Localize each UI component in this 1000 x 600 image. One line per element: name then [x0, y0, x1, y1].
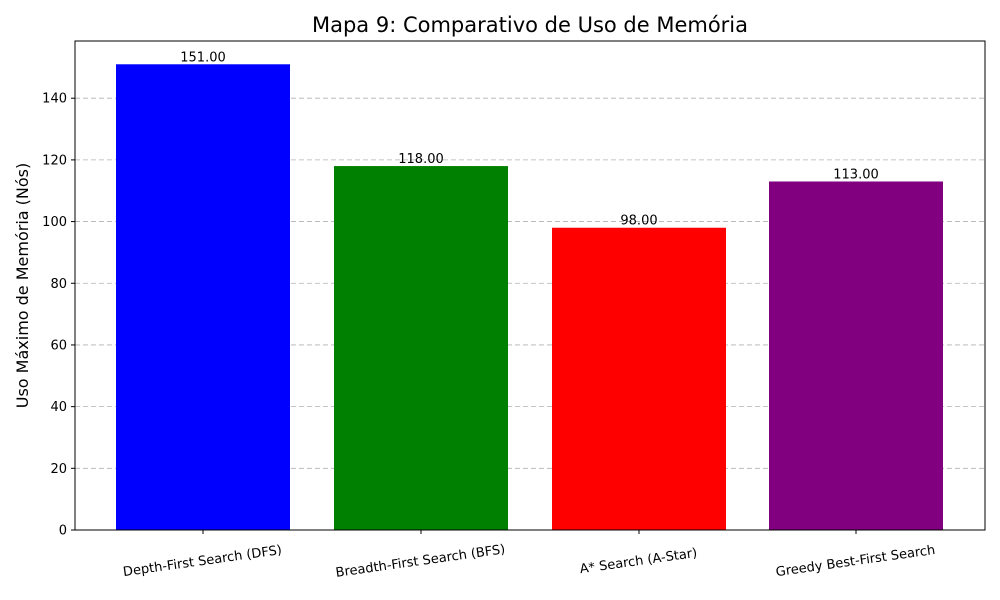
x-tick-label: A* Search (A-Star) — [579, 546, 698, 577]
y-axis-label: Uso Máximo de Memória (Nós) — [13, 163, 32, 409]
y-tick-label: 140 — [42, 92, 67, 107]
x-tick-label: Breadth-First Search (BFS) — [335, 542, 507, 581]
y-tick-label: 40 — [50, 400, 67, 415]
data-labels: 151.00 118.00 98.00 113.00 — [180, 50, 879, 228]
x-tick-label: Greedy Best-First Search — [775, 543, 936, 580]
y-tick-label: 60 — [50, 338, 67, 353]
y-tick-label: 0 — [59, 524, 67, 539]
y-tick-label: 20 — [50, 462, 67, 477]
data-label: 98.00 — [620, 214, 657, 229]
data-label: 151.00 — [180, 50, 226, 65]
x-tick-label: Depth-First Search (DFS) — [122, 543, 283, 580]
y-tick-label: 120 — [42, 153, 67, 168]
bar — [116, 64, 290, 531]
y-tick-label: 100 — [42, 215, 67, 230]
y-axis: 0 20 40 60 80 100 120 140 — [42, 92, 75, 539]
bar — [769, 181, 943, 530]
y-tick-label: 80 — [50, 277, 67, 292]
x-axis: Depth-First Search (DFS) Breadth-First Se… — [122, 530, 936, 581]
data-label: 113.00 — [833, 167, 879, 182]
bar — [334, 166, 508, 530]
chart-title: Mapa 9: Comparativo de Uso de Memória — [312, 13, 748, 37]
bar — [552, 227, 726, 530]
plot-frame — [74, 40, 986, 531]
bars — [116, 64, 943, 531]
data-label: 118.00 — [398, 152, 444, 167]
